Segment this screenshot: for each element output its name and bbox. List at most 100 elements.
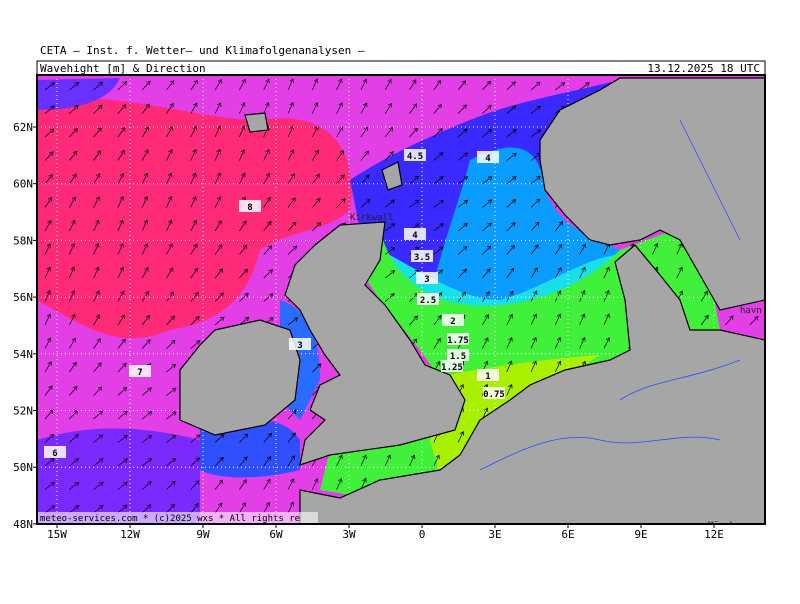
wave-arrow bbox=[141, 195, 148, 208]
wave-arrow bbox=[239, 433, 249, 443]
wave-arrow bbox=[263, 269, 273, 279]
wave-arrow bbox=[336, 198, 346, 208]
lat-label: 52N bbox=[13, 405, 33, 418]
contour-label: 7 bbox=[137, 368, 142, 378]
faroe bbox=[244, 112, 269, 133]
wave-arrow bbox=[263, 220, 272, 232]
wave-arrow bbox=[530, 105, 541, 114]
wave-arrow bbox=[190, 340, 201, 349]
wave-arrow bbox=[530, 198, 541, 208]
wave-arrow bbox=[166, 125, 173, 138]
wave-arrow bbox=[69, 173, 77, 185]
lat-label: 48N bbox=[13, 518, 33, 531]
contour-label-bg bbox=[442, 314, 464, 326]
wave-arrow bbox=[44, 313, 51, 326]
wave-arrow bbox=[190, 291, 200, 302]
wave-arrow bbox=[555, 82, 566, 91]
wave-arrow bbox=[482, 291, 490, 302]
contour-label-bg bbox=[416, 272, 438, 284]
wave-arrow bbox=[166, 267, 174, 279]
wave-arrow bbox=[336, 477, 343, 490]
wave-arrow bbox=[166, 195, 173, 208]
wave-arrow bbox=[117, 338, 126, 349]
place-label: München bbox=[708, 521, 746, 531]
wave-arrow bbox=[214, 148, 221, 161]
wave-arrow bbox=[409, 127, 418, 138]
wave-arrow bbox=[69, 127, 79, 138]
wave-arrow bbox=[44, 82, 56, 91]
wave-arrow bbox=[457, 431, 464, 443]
wave-arrow bbox=[506, 267, 515, 279]
wave-arrow bbox=[93, 219, 100, 232]
wave-arrow bbox=[190, 79, 199, 91]
wave-arrow bbox=[44, 505, 56, 514]
wave-arrow bbox=[141, 314, 150, 326]
wave-arrow bbox=[311, 102, 319, 114]
wave-arrow bbox=[239, 148, 246, 161]
wave-arrow bbox=[457, 268, 467, 279]
river bbox=[619, 359, 741, 401]
wave-arrow bbox=[44, 361, 52, 373]
wave-arrow bbox=[141, 290, 150, 302]
wave-arrow bbox=[93, 104, 103, 114]
wave-arrow bbox=[166, 411, 177, 420]
header-date: 13.12.2025 18 UTC bbox=[647, 62, 760, 75]
wave-arrow bbox=[384, 199, 395, 208]
wave-arrow bbox=[433, 128, 443, 138]
contour-label: 3.5 bbox=[414, 253, 430, 263]
wave-arrow bbox=[214, 125, 221, 138]
wave-arrow bbox=[190, 148, 197, 161]
contour-label: 1.5 bbox=[450, 352, 466, 362]
wave-arrow bbox=[409, 175, 420, 185]
wave-arrow bbox=[166, 434, 177, 443]
wave-arrow bbox=[166, 149, 173, 161]
wave-arrow bbox=[214, 79, 222, 91]
lat-label: 50N bbox=[13, 461, 33, 474]
wave-arrow bbox=[44, 174, 53, 185]
wave-arrow bbox=[117, 219, 124, 232]
wave-arrow bbox=[214, 433, 225, 443]
wave-arrow bbox=[239, 78, 246, 91]
wave-arrow bbox=[506, 313, 513, 326]
wave-arrow bbox=[93, 434, 104, 443]
wave-arrow bbox=[69, 481, 80, 490]
shetland bbox=[381, 161, 403, 191]
wave-arrow bbox=[190, 434, 201, 443]
lon-label: 3W bbox=[342, 528, 356, 541]
contour-label-bg bbox=[44, 446, 66, 458]
wave-arrow bbox=[239, 102, 246, 114]
wave-arrow bbox=[287, 101, 294, 114]
wave-arrow bbox=[166, 387, 177, 396]
wave-arrow bbox=[554, 313, 562, 326]
wave-arrow bbox=[482, 104, 492, 114]
wave-arrow bbox=[603, 337, 611, 349]
wave-arrow bbox=[166, 503, 175, 514]
wave-arrow bbox=[506, 290, 514, 302]
wave-arrow bbox=[93, 458, 104, 467]
wave-arrow bbox=[117, 386, 128, 396]
wave-arrow bbox=[433, 103, 443, 114]
wave-arrow bbox=[506, 176, 517, 185]
credit-bg bbox=[38, 512, 318, 523]
wave-arrow bbox=[360, 174, 370, 185]
wave-arrow bbox=[44, 243, 52, 255]
wave-arrow bbox=[117, 410, 128, 420]
wave-arrow bbox=[214, 479, 224, 490]
wave-arrow bbox=[384, 223, 396, 232]
credit: meteo-services.com * (c)2025 wxs * All r… bbox=[40, 514, 300, 524]
wave-arrow bbox=[433, 337, 441, 349]
wave-arrow bbox=[554, 336, 562, 349]
wave-arrow bbox=[652, 242, 659, 255]
wave-arrow bbox=[457, 199, 469, 208]
wave-arrow bbox=[555, 220, 564, 232]
wave-arrow bbox=[141, 434, 153, 443]
wave-arrow bbox=[409, 199, 420, 208]
wave-arrow bbox=[287, 197, 296, 208]
wave-arrow bbox=[214, 244, 223, 255]
wave-arrow bbox=[214, 316, 225, 326]
contour-label-bg bbox=[129, 365, 151, 377]
wave-arrow bbox=[93, 314, 101, 326]
wave-arrow bbox=[69, 105, 79, 114]
contour-labels: 4.5 4 8 4 3.5 3 2.5 2 1.75 1.51.25 1 0.75 3 7 6 Kirkwal… bbox=[38, 149, 762, 531]
